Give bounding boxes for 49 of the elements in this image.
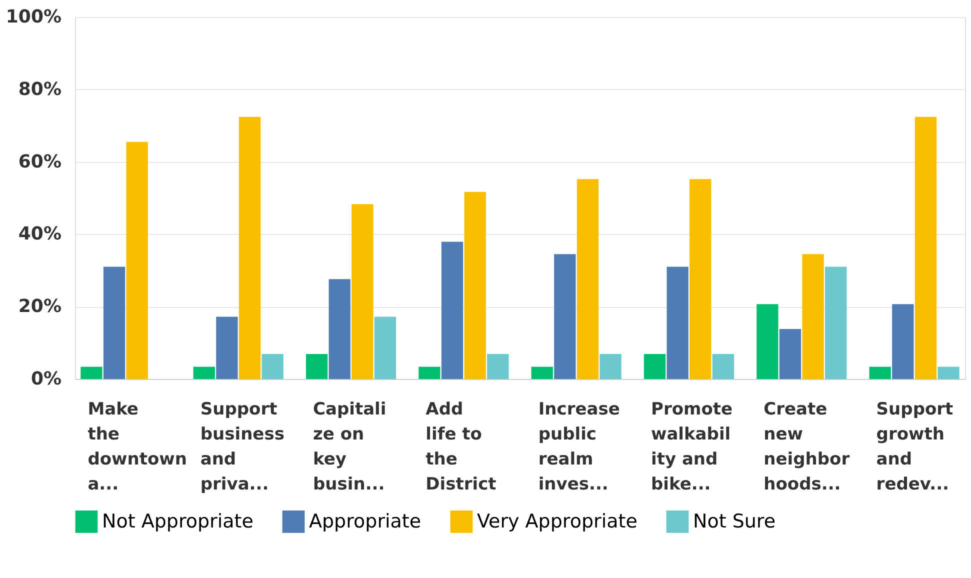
bar [374,316,396,379]
y-tick-label: 40% [18,224,62,245]
x-tick-label: Create new neighbor hoods... [764,400,850,494]
bar [869,366,891,379]
x-tick-label: Capitali ze on key busin... [313,400,386,494]
bar [328,279,350,379]
bar [666,266,688,379]
bar [441,242,464,379]
bar [690,179,712,379]
legend-label: Not Sure [693,510,776,533]
y-tick-label: 80% [18,78,62,100]
bar [914,116,937,379]
bar [712,354,734,379]
x-tick-label: Support business and priva... [200,400,284,494]
x-tick-label: Support growth and redev... [876,400,954,494]
bar [938,366,960,379]
bar [306,354,328,379]
bar [418,366,440,379]
y-tick-label: 100% [6,6,62,28]
bar [80,366,102,379]
bar [352,204,374,379]
y-tick-label: 0% [30,368,62,390]
bar [262,354,284,379]
x-tick-label: Increase public realm inves... [538,400,620,494]
bar [825,266,847,379]
legend-label: Not Appropriate [102,510,254,533]
bar [238,116,261,379]
bar [756,304,778,379]
y-tick-label: 20% [18,296,62,318]
bar [464,192,486,379]
y-tick-label: 60% [18,151,62,172]
x-tick-label: Promote walkabil ity and bike... [650,400,733,494]
bar [779,329,802,379]
bar [193,366,215,379]
legend-label: Appropriate [309,510,422,533]
x-tick-label: Add life to the District [426,400,496,494]
x-tick-label: Make the downtown a... [88,400,187,494]
bar [892,304,914,379]
legend-label: Very Appropriate [477,510,638,533]
bar [802,254,824,379]
bar [554,254,576,379]
bar [644,354,666,379]
bar [103,266,126,379]
bar [576,179,599,379]
bar [126,142,148,379]
bar [216,316,238,379]
bar [531,366,553,379]
bar [487,354,509,379]
bar [600,354,622,379]
